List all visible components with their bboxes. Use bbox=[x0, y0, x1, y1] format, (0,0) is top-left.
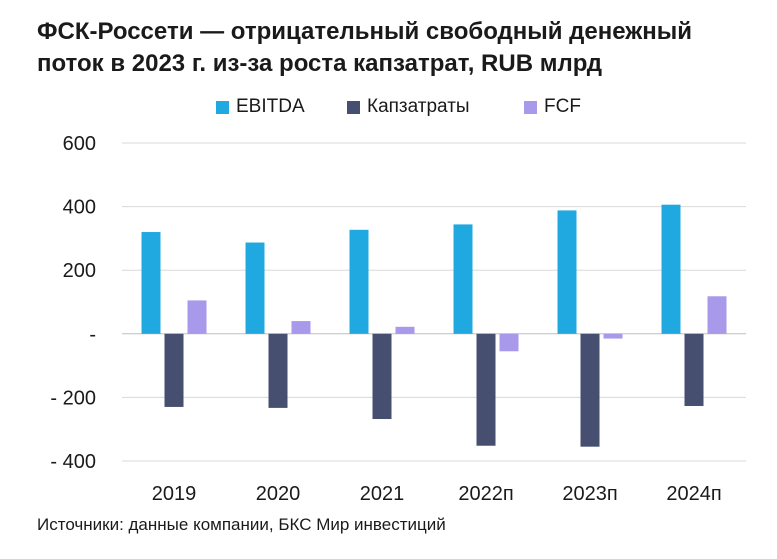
legend-swatch-ebitda bbox=[216, 100, 229, 114]
fcf-bar bbox=[395, 326, 415, 334]
y-tick-label: - 400 bbox=[50, 451, 96, 473]
source-note: Источники: данные компании, БКС Мир инве… bbox=[37, 515, 446, 534]
ebitda-bar bbox=[661, 204, 681, 334]
x-tick-label: 2020 bbox=[256, 483, 301, 505]
legend-label-ebitda: EBITDA bbox=[236, 96, 305, 117]
capex-bar bbox=[164, 333, 184, 407]
legend-swatch-fcf bbox=[524, 100, 537, 114]
legend-label-fcf: FCF bbox=[544, 96, 581, 117]
fcf-bar bbox=[499, 333, 519, 352]
ebitda-bar bbox=[557, 210, 577, 334]
y-tick-label: - bbox=[89, 324, 96, 346]
ebitda-bar bbox=[245, 242, 265, 334]
capex-bar bbox=[580, 333, 600, 447]
fcf-bar bbox=[291, 321, 311, 334]
ebitda-bar bbox=[349, 229, 369, 334]
legend-item-ebitda: EBITDA bbox=[216, 96, 305, 118]
y-tick-label: 400 bbox=[63, 197, 96, 219]
capex-bar bbox=[372, 333, 392, 420]
x-tick-label: 2023п bbox=[562, 483, 617, 505]
ebitda-bar bbox=[453, 224, 473, 334]
x-tick-label: 2021 bbox=[360, 483, 405, 505]
ebitda-bar bbox=[141, 232, 161, 334]
capex-bar bbox=[684, 333, 704, 406]
x-tick-label: 2024п bbox=[666, 483, 721, 505]
legend-label-capex: Капзатраты bbox=[367, 96, 470, 117]
legend-swatch-capex bbox=[347, 100, 360, 114]
fcf-bar bbox=[187, 300, 207, 334]
capex-bar bbox=[268, 333, 288, 408]
x-tick-label: 2022п bbox=[458, 483, 513, 505]
legend-item-capex: Капзатраты bbox=[347, 96, 470, 118]
x-tick-label: 2019 bbox=[152, 483, 197, 505]
y-tick-label: - 200 bbox=[50, 387, 96, 409]
capex-bar bbox=[476, 333, 496, 446]
y-tick-label: 200 bbox=[63, 260, 96, 282]
bar-chart: 600 400 200 - - 200 - 400 2019 2020 2021 2022п 202… bbox=[50, 133, 746, 505]
chart-title: ФСК-Россети — отрицательный свободный де… bbox=[37, 18, 693, 77]
fcf-bar bbox=[707, 296, 727, 334]
fcf-bar bbox=[603, 333, 623, 339]
y-tick-label: 600 bbox=[63, 133, 96, 155]
chart-legend: EBITDA Капзатраты FCF bbox=[0, 96, 777, 120]
legend-item-fcf: FCF bbox=[524, 96, 581, 118]
